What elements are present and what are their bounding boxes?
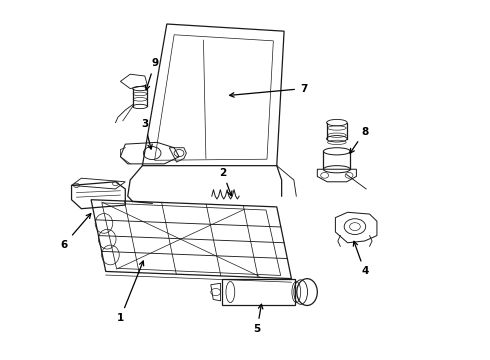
- Text: 9: 9: [146, 58, 158, 90]
- Text: 4: 4: [353, 241, 368, 276]
- Text: 1: 1: [117, 261, 144, 323]
- Text: 6: 6: [61, 213, 91, 249]
- Text: 7: 7: [230, 84, 307, 97]
- Text: 8: 8: [350, 127, 368, 153]
- Text: 3: 3: [141, 120, 152, 149]
- Text: 5: 5: [254, 304, 263, 334]
- Text: 2: 2: [220, 168, 232, 196]
